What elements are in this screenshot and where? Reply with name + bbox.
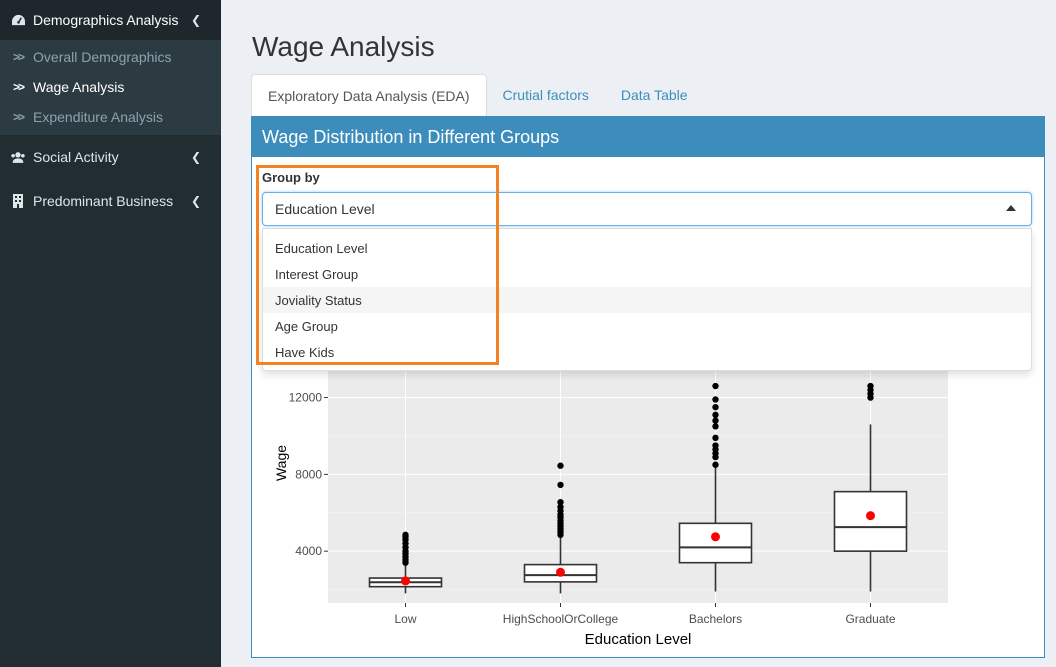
y-tick-label: 4000 [295, 544, 322, 558]
outlier-point [712, 423, 719, 430]
outlier-point [557, 481, 564, 489]
sidebar-subitem-wage-analysis[interactable]: >> Wage Analysis [0, 72, 221, 102]
group-by-label: Group by [262, 170, 320, 185]
x-tick-label: Low [394, 612, 416, 626]
box-iqr [678, 522, 753, 564]
chevron-left-icon: ❮ [190, 13, 201, 27]
x-tick-label: Bachelors [689, 612, 742, 626]
tab-eda[interactable]: Exploratory Data Analysis (EDA) [251, 74, 487, 116]
y-tick-label: 12000 [289, 391, 323, 405]
sidebar-item-social-activity[interactable]: Social Activity ❮ [0, 135, 221, 179]
sidebar-submenu: >> Overall Demographics >> Wage Analysis… [0, 40, 221, 135]
dropdown-option-interest-group[interactable]: Interest Group [275, 266, 359, 282]
dashboard-icon [10, 12, 26, 28]
group-by-selected-value: Education Level [275, 201, 375, 217]
chevron-left-icon: ❮ [190, 194, 201, 208]
x-tick-label: Graduate [845, 612, 895, 626]
sidebar-subitem-overall-demographics[interactable]: >> Overall Demographics [0, 42, 221, 72]
outlier-point [712, 442, 719, 449]
sidebar-item-label: Social Activity [33, 149, 119, 165]
tab-data-table[interactable]: Data Table [620, 87, 688, 103]
chevron-left-icon: ❮ [190, 150, 201, 164]
x-tick-label: HighSchoolOrCollege [503, 612, 619, 626]
mean-point [866, 511, 875, 521]
plot-background [328, 363, 948, 603]
caret-up-icon [1006, 205, 1016, 211]
y-axis-label: Wage [273, 445, 289, 481]
x-axis-label: Education Level [585, 631, 692, 648]
mean-point [401, 576, 410, 586]
double-chevron-right-icon: >> [13, 80, 25, 94]
group-by-dropdown: Education Level Interest Group Joviality… [262, 228, 1032, 371]
group-by-select[interactable]: Education Level [262, 192, 1032, 226]
wage-distribution-box: Wage Distribution in Different Groups Gr… [251, 116, 1045, 658]
sidebar-item-demographics-analysis[interactable]: Demographics Analysis ❮ [0, 0, 221, 40]
outlier-point [712, 382, 719, 390]
sidebar-subitem-label: Expenditure Analysis [33, 109, 163, 125]
outlier-point [712, 417, 719, 424]
sidebar-item-label: Demographics Analysis [33, 12, 179, 28]
outlier-point [402, 531, 409, 539]
y-tick-label: 8000 [295, 467, 322, 481]
box-title: Wage Distribution in Different Groups [252, 117, 1044, 157]
sidebar-item-label: Predominant Business [33, 193, 174, 209]
outlier-point [712, 461, 719, 468]
double-chevron-right-icon: >> [13, 50, 25, 64]
outlier-point [712, 434, 719, 442]
sidebar-subitem-label: Overall Demographics [33, 49, 172, 65]
main-content: Wage Analysis Exploratory Data Analysis … [221, 0, 1056, 667]
outlier-point [557, 499, 564, 506]
double-chevron-right-icon: >> [13, 110, 25, 124]
outlier-point [712, 396, 719, 403]
box-iqr [833, 490, 908, 552]
sidebar-subitem-expenditure-analysis[interactable]: >> Expenditure Analysis [0, 102, 221, 132]
sidebar: Demographics Analysis ❮ >> Overall Demog… [0, 0, 221, 667]
dropdown-option-have-kids[interactable]: Have Kids [275, 344, 335, 360]
outlier-point [712, 411, 719, 419]
building-icon [10, 193, 26, 209]
outlier-point [867, 382, 874, 390]
mean-point [556, 567, 565, 577]
dropdown-option-joviality-status[interactable]: Joviality Status [263, 287, 1031, 313]
sidebar-subitem-label: Wage Analysis [33, 79, 125, 95]
outlier-point [557, 503, 564, 511]
mean-point [711, 532, 720, 542]
tab-bar: Exploratory Data Analysis (EDA) Crutial … [251, 74, 704, 116]
dropdown-option-education-level[interactable]: Education Level [275, 240, 368, 256]
dropdown-option-age-group[interactable]: Age Group [275, 318, 338, 334]
outlier-point [557, 462, 564, 469]
outlier-point [712, 403, 719, 411]
users-icon [10, 149, 26, 165]
wage-boxplot-chart: 4000 8000 12000 Low HighSchoolOrCollege Bache… [273, 363, 948, 648]
page-title: Wage Analysis [252, 31, 435, 62]
sidebar-item-predominant-business[interactable]: Predominant Business ❮ [0, 179, 221, 223]
tab-crutial-factors[interactable]: Crutial factors [502, 87, 589, 103]
